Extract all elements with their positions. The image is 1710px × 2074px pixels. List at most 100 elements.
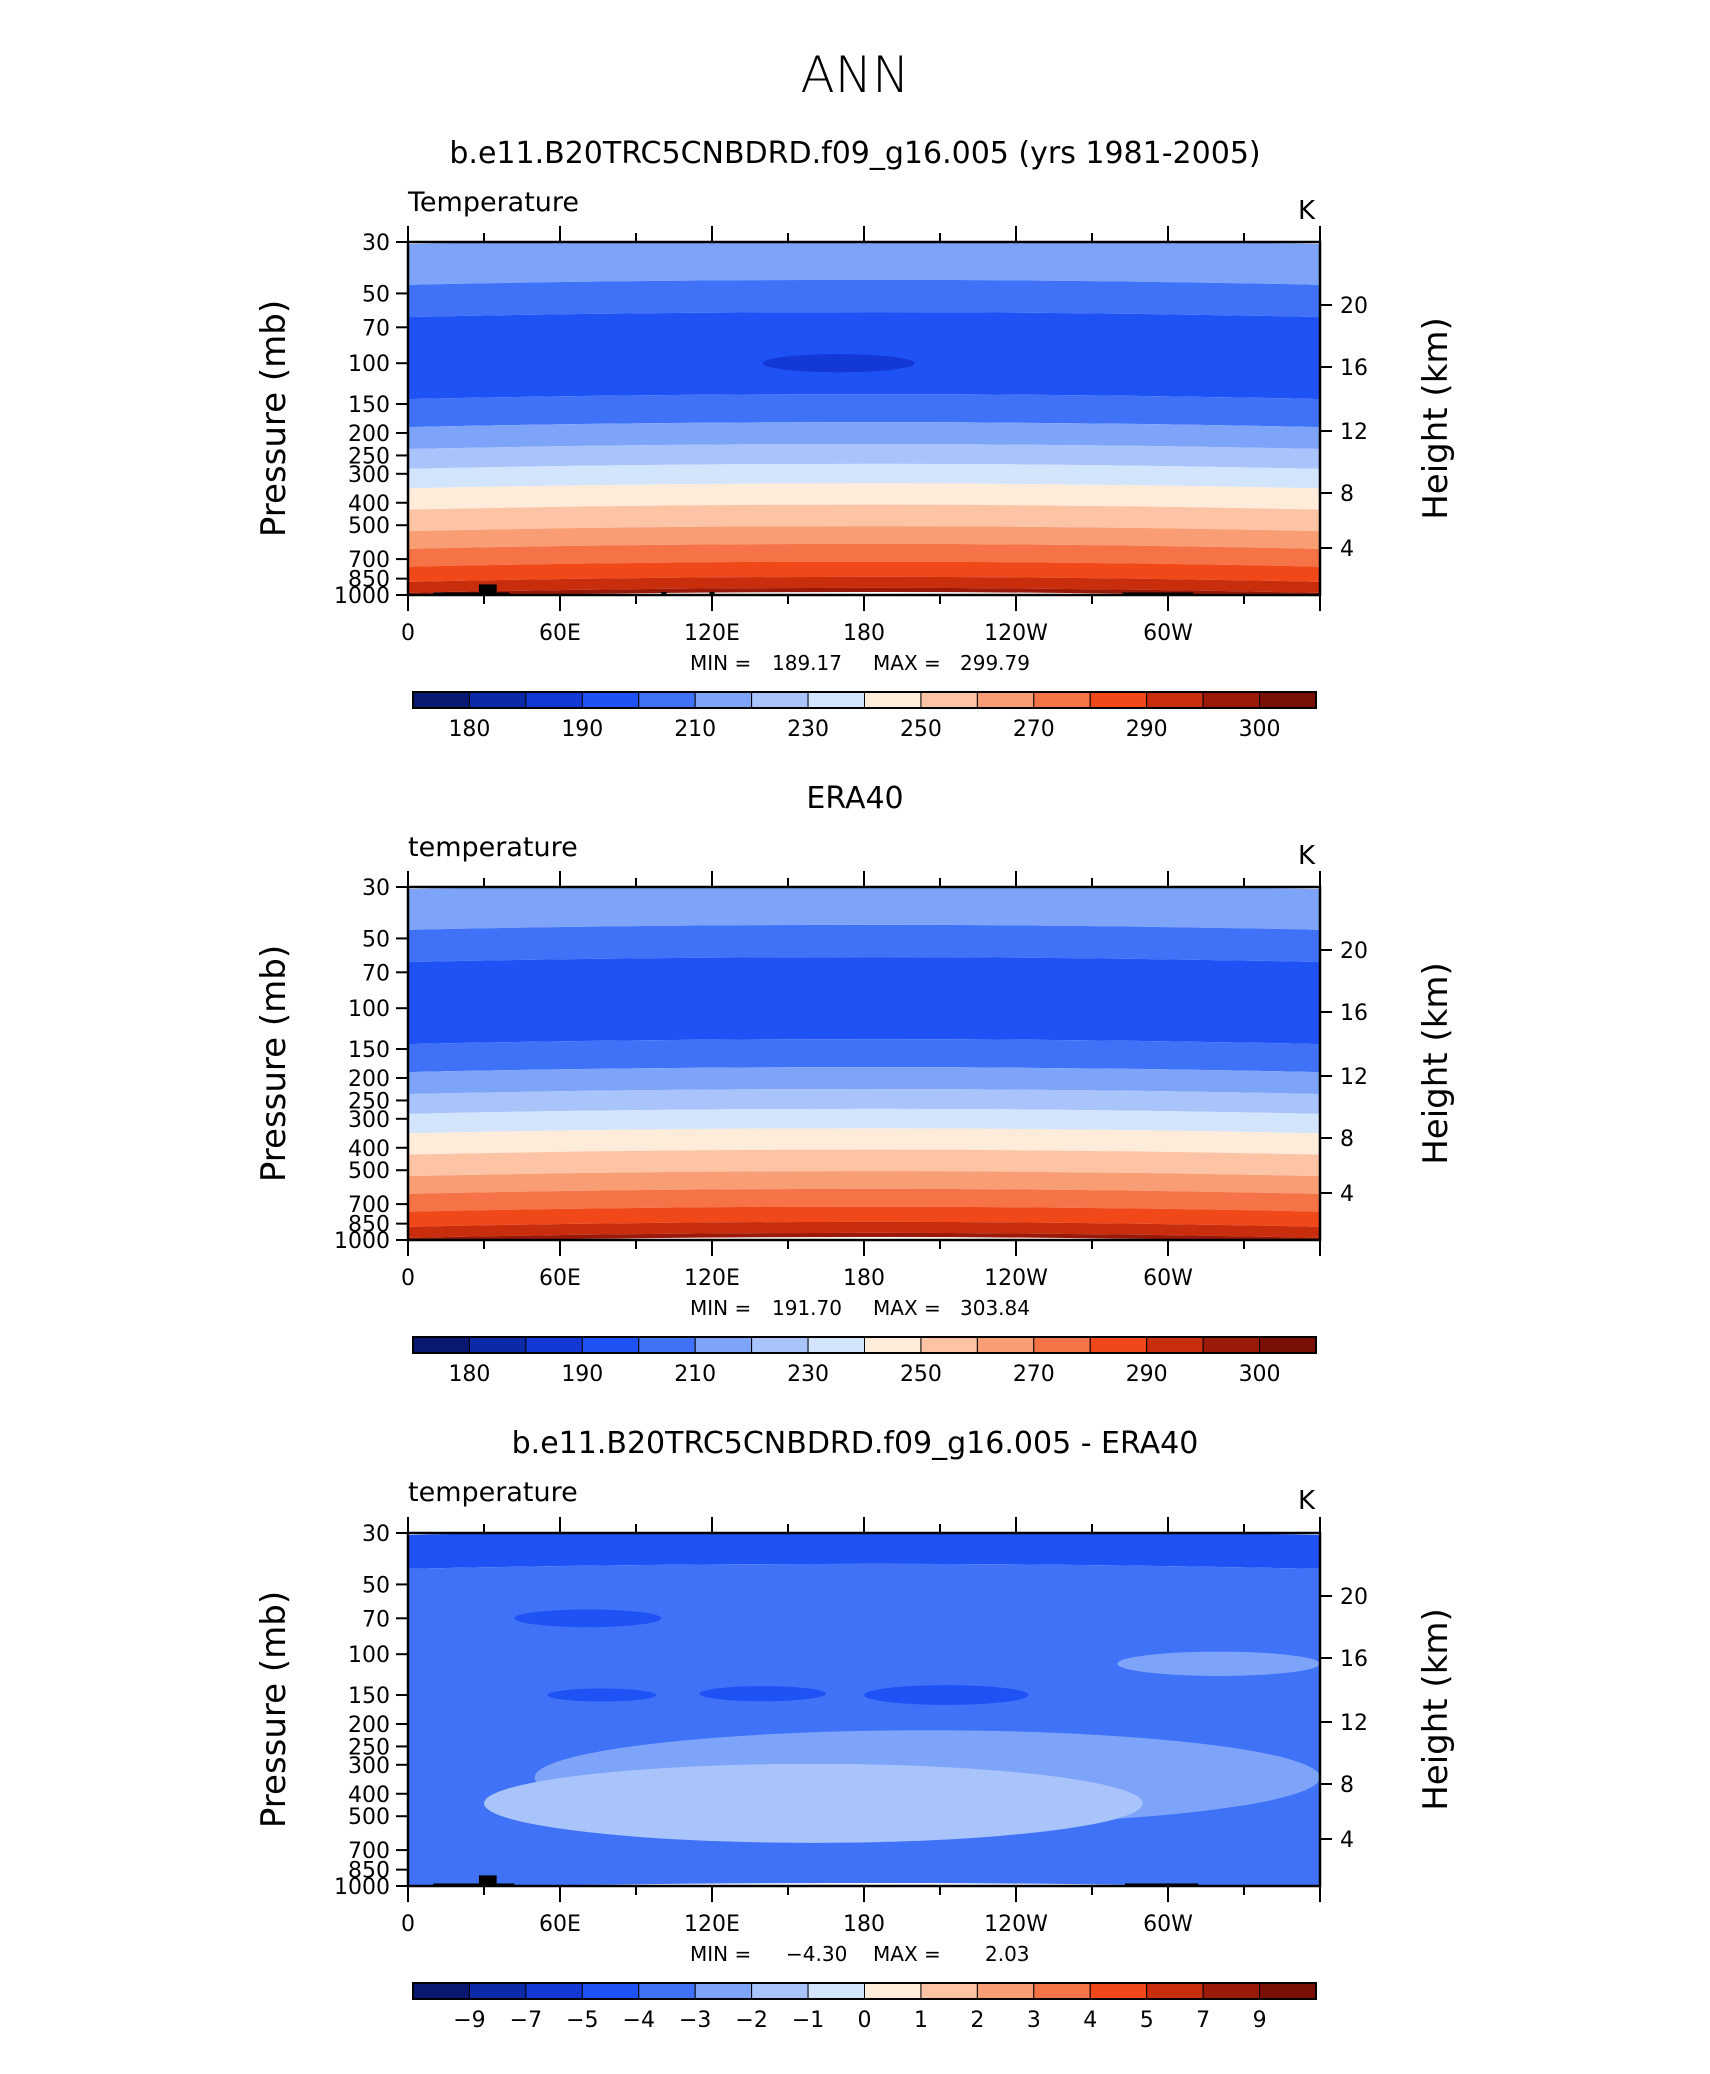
y-tick-label: 150: [348, 1684, 390, 1709]
y2-tick-label: 16: [1340, 1001, 1368, 1026]
y-tick-label: 100: [348, 1643, 390, 1668]
y-tick-label: 1000: [334, 1875, 390, 1900]
contour-blob: [699, 1686, 827, 1702]
colorbar-swatch: [468, 1336, 527, 1354]
contour-band: [408, 1533, 1320, 1569]
colorbar-label: 250: [900, 717, 942, 742]
colorbar-swatch: [864, 1982, 922, 2000]
y-axis-title: Pressure (mb): [254, 945, 294, 1182]
colorbar-label: 180: [448, 1362, 490, 1387]
colorbar-swatch: [581, 691, 640, 709]
panel-model: b.e11.B20TRC5CNBDRD.f09_g16.005 (yrs 198…: [254, 136, 1456, 742]
colorbar-label: 7: [1196, 2008, 1210, 2033]
contour-blob: [514, 1609, 662, 1628]
colorbar-label: 290: [1126, 1362, 1168, 1387]
colorbar-swatch: [976, 691, 1035, 709]
colorbar-label: −2: [735, 2008, 767, 2033]
colorbar-label: 4: [1083, 2008, 1097, 2033]
colorbar: 180 190 210 230 250 270 290 300: [412, 1336, 1317, 1387]
contour-field: [408, 242, 1320, 595]
y-tick-label: 300: [348, 463, 390, 488]
y-tick-label: 700: [348, 1839, 390, 1864]
panel-title: b.e11.B20TRC5CNBDRD.f09_g16.005 - ERA40: [512, 1426, 1199, 1461]
y2-tick-label: 20: [1340, 294, 1368, 319]
colorbar-swatch: [751, 1982, 809, 2000]
y2-axis-title: Height (km): [1416, 1608, 1456, 1811]
contour-blob: [762, 354, 915, 373]
contour-band: [408, 463, 1320, 489]
colorbar-label: 270: [1013, 717, 1055, 742]
colorbar-swatch: [1089, 691, 1148, 709]
y-tick-label: 400: [348, 492, 390, 517]
min-label: MIN =: [690, 1296, 751, 1320]
y2-tick-label: 8: [1340, 1773, 1354, 1798]
x-tick-label: 60E: [539, 1912, 581, 1937]
y2-axis-title: Height (km): [1416, 317, 1456, 520]
contour-band: [408, 1232, 1320, 1240]
y2-tick-label: 4: [1340, 537, 1354, 562]
contour-band: [408, 1149, 1320, 1177]
terrain-mask: [1122, 592, 1194, 595]
y2-tick-label: 20: [1340, 939, 1368, 964]
contour-band: [408, 422, 1320, 450]
contour-band: [408, 444, 1320, 469]
colorbar-label: 5: [1140, 2008, 1154, 2033]
units-label: K: [1298, 196, 1316, 226]
colorbar-swatch: [638, 1336, 696, 1354]
colorbar-swatch: [1202, 691, 1261, 709]
contour-field: [408, 1533, 1320, 1886]
y-tick-label: 850: [348, 1213, 390, 1238]
colorbar-label: 190: [561, 1362, 603, 1387]
colorbar-swatch: [638, 691, 696, 709]
colorbar-label: −7: [510, 2008, 542, 2033]
x-tick-label: 120W: [984, 1266, 1048, 1291]
colorbar-swatch: [1259, 1982, 1317, 2000]
colorbar-swatch: [920, 1982, 978, 2000]
colorbar-label: 0: [858, 2008, 872, 2033]
min-value: 191.70: [772, 1296, 842, 1320]
terrain-mask: [709, 591, 715, 595]
y-tick-label: 200: [348, 1713, 390, 1738]
y-tick-label: 70: [362, 1607, 390, 1632]
y2-tick-label: 20: [1340, 1585, 1368, 1610]
colorbar-label: 1: [914, 2008, 928, 2033]
y-axis-title: Pressure (mb): [254, 1591, 294, 1828]
y-tick-label: 300: [348, 1108, 390, 1133]
contour-band: [408, 1221, 1320, 1238]
x-tick-label: 180: [843, 621, 885, 646]
colorbar-swatch: [468, 691, 527, 709]
x-tick-label: 60E: [539, 1266, 581, 1291]
colorbar-label: 190: [561, 717, 603, 742]
max-value: 299.79: [960, 651, 1030, 675]
contour-band: [408, 504, 1320, 532]
y-tick-label: 30: [362, 1522, 390, 1547]
contour-band: [408, 279, 1320, 318]
contour-band: [408, 957, 1320, 1045]
x-tick-label: 180: [843, 1912, 885, 1937]
colorbar-frame: [412, 1982, 1317, 2000]
y-tick-label: 500: [348, 514, 390, 539]
contour-blob: [483, 1763, 1143, 1843]
colorbar-frame: [412, 691, 1317, 709]
colorbar-label: 210: [674, 717, 716, 742]
y-tick-label: 100: [348, 997, 390, 1022]
contour-band: [408, 576, 1320, 593]
colorbar: −9 −7 −5 −4 −3 −2 −1 0 1 2 3 4 5 7 9: [412, 1982, 1317, 2033]
colorbar-swatch: [920, 691, 978, 709]
colorbar-swatch: [1259, 1336, 1317, 1354]
y2-tick-label: 8: [1340, 482, 1354, 507]
x-tick-label: 120E: [684, 1912, 740, 1937]
min-value: −4.30: [786, 1942, 847, 1966]
contour-band: [408, 543, 1320, 567]
colorbar-swatch: [694, 691, 753, 709]
x-tick-label: 60W: [1143, 1266, 1193, 1291]
colorbar-label: 9: [1253, 2008, 1267, 2033]
x-tick-label: 60W: [1143, 1912, 1193, 1937]
x-tick-label: 180: [843, 1266, 885, 1291]
colorbar-label: 300: [1239, 1362, 1281, 1387]
y2-tick-label: 8: [1340, 1127, 1354, 1152]
min-label: MIN =: [690, 651, 751, 675]
contour-band: [408, 887, 1320, 930]
